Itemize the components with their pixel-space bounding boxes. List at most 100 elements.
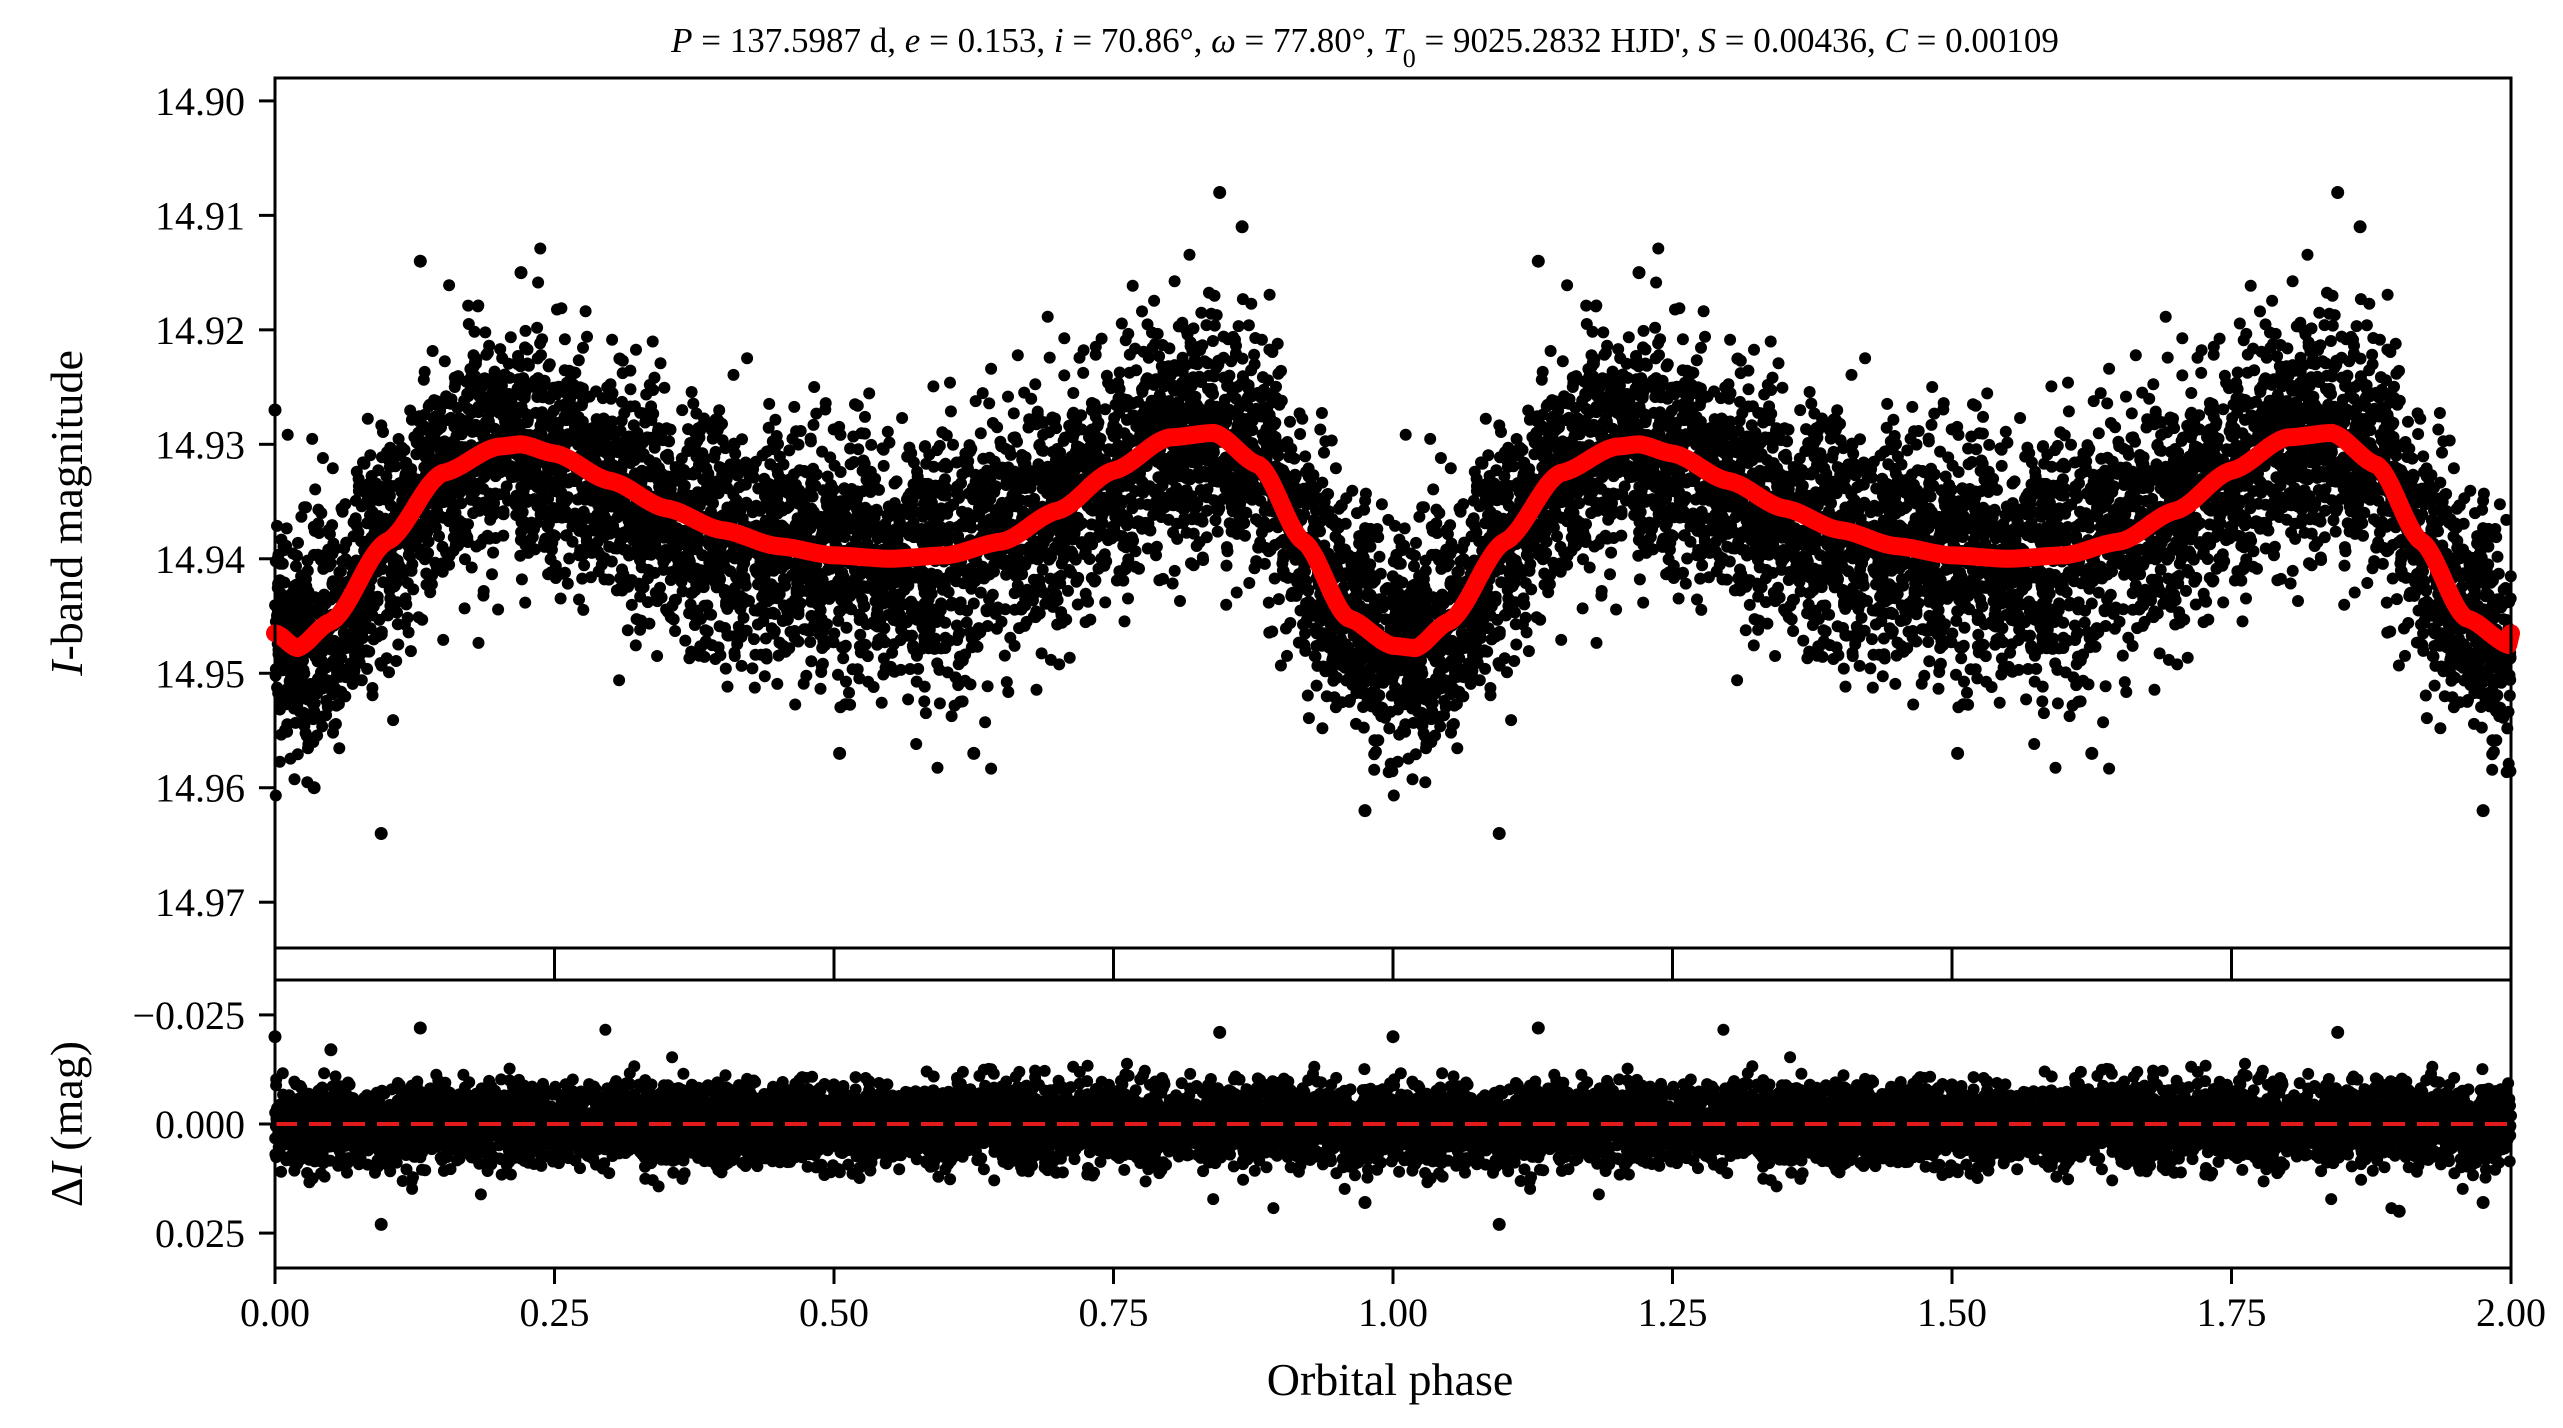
observation-point [281, 428, 294, 441]
observation-point [875, 696, 888, 709]
observation-point [1583, 561, 1596, 574]
observation-point [2254, 305, 2266, 318]
observation-point [2453, 499, 2466, 512]
observation-point [2338, 598, 2351, 611]
observation-point [1652, 242, 1665, 255]
observation-point [1033, 439, 1046, 452]
title-part: 0 [1403, 44, 1416, 73]
observation-point [2286, 275, 2299, 288]
light-curve-panel: 14.9014.9114.9214.9314.9414.9514.9614.97… [41, 76, 2520, 964]
observation-point [1660, 517, 1673, 530]
observation-point [1383, 722, 1396, 735]
observation-point [2252, 497, 2265, 510]
observation-point [2354, 293, 2367, 306]
observation-point [1220, 598, 1233, 611]
observation-point [1314, 423, 1327, 436]
observation-point [1058, 369, 1071, 382]
observation-point [2045, 380, 2058, 393]
observation-point [312, 517, 325, 530]
observation-point [654, 357, 667, 370]
observation-point [1859, 352, 1872, 365]
observation-point [357, 456, 369, 469]
observation-point [1148, 294, 1161, 307]
observation-point [746, 662, 759, 675]
observation-point [1724, 333, 1737, 346]
observation-point [1427, 483, 1440, 496]
observation-point [1803, 386, 1816, 398]
observation-point [1535, 373, 1548, 386]
observation-point [2191, 351, 2204, 364]
observation-point [741, 352, 754, 365]
observation-point [1691, 593, 1703, 606]
observation-point [1907, 698, 1920, 711]
observation-point [2014, 412, 2027, 424]
observation-point [2036, 441, 2049, 453]
observation-point [573, 593, 585, 606]
observation-point [2281, 342, 2294, 355]
observation-point [1831, 620, 1844, 633]
observation-point [1211, 525, 1224, 538]
observation-point [479, 326, 492, 339]
observation-point [713, 620, 726, 633]
observation-point [1681, 552, 1694, 565]
observation-point [2233, 317, 2246, 330]
observation-point [2176, 369, 2189, 382]
observation-point [685, 386, 698, 398]
observation-point [615, 414, 628, 427]
observation-point [1163, 342, 1176, 355]
observation-point [805, 655, 818, 668]
observation-point [2161, 351, 2174, 364]
title-part: S [1698, 21, 1716, 60]
observation-point [2151, 439, 2164, 452]
observation-point [1733, 414, 1746, 427]
title-part: T [1383, 21, 1405, 60]
observation-point [1556, 355, 1569, 368]
observation-point [1475, 456, 1487, 469]
observation-point [2216, 548, 2229, 561]
observation-point [306, 432, 319, 445]
title-part: = 70.86°, [1064, 21, 1212, 60]
observation-point [1209, 514, 1222, 527]
observation-point [366, 689, 379, 702]
observation-point [1925, 418, 1938, 431]
observation-point [1230, 586, 1243, 599]
observation-point [1597, 326, 1610, 339]
observation-point [472, 636, 485, 649]
observation-point [2419, 689, 2432, 702]
observation-point [2116, 649, 2129, 662]
observation-point [2085, 597, 2098, 610]
observation-point [2082, 678, 2095, 691]
observation-point [519, 596, 532, 609]
observation-point [1315, 407, 1328, 419]
observation-point [1955, 652, 1968, 665]
title-part: = 77.80°, [1236, 21, 1384, 60]
title-part: = 0.153, [920, 21, 1054, 60]
observation-point [2195, 366, 2208, 379]
observation-point [998, 649, 1011, 662]
observation-point [1610, 603, 1623, 616]
observation-point [1505, 714, 1518, 727]
observation-point [438, 355, 451, 368]
observation-point [1595, 589, 1608, 602]
observation-point [713, 404, 726, 417]
chart-title: P = 137.5987 d, e = 0.153, i = 70.86°, ω… [670, 21, 2059, 73]
observation-point [2247, 545, 2260, 558]
observation-point [1551, 530, 1563, 543]
title-part: = 9025.2832 HJD', [1416, 21, 1699, 60]
observation-point [1299, 627, 1312, 640]
observation-point [2348, 586, 2361, 599]
observation-point [1742, 383, 1755, 396]
title-part: P [670, 21, 692, 60]
observation-point [1134, 497, 1147, 510]
observation-point [477, 589, 490, 602]
observation-point [873, 483, 885, 496]
observation-point [2361, 577, 2374, 589]
observation-point [417, 373, 430, 386]
observation-point [2266, 294, 2279, 307]
observation-point [1043, 351, 1056, 364]
observation-point [1590, 636, 1603, 649]
observation-point [1985, 681, 1998, 693]
observation-point [981, 680, 994, 693]
observation-point [956, 695, 969, 708]
observation-point [1329, 462, 1342, 475]
